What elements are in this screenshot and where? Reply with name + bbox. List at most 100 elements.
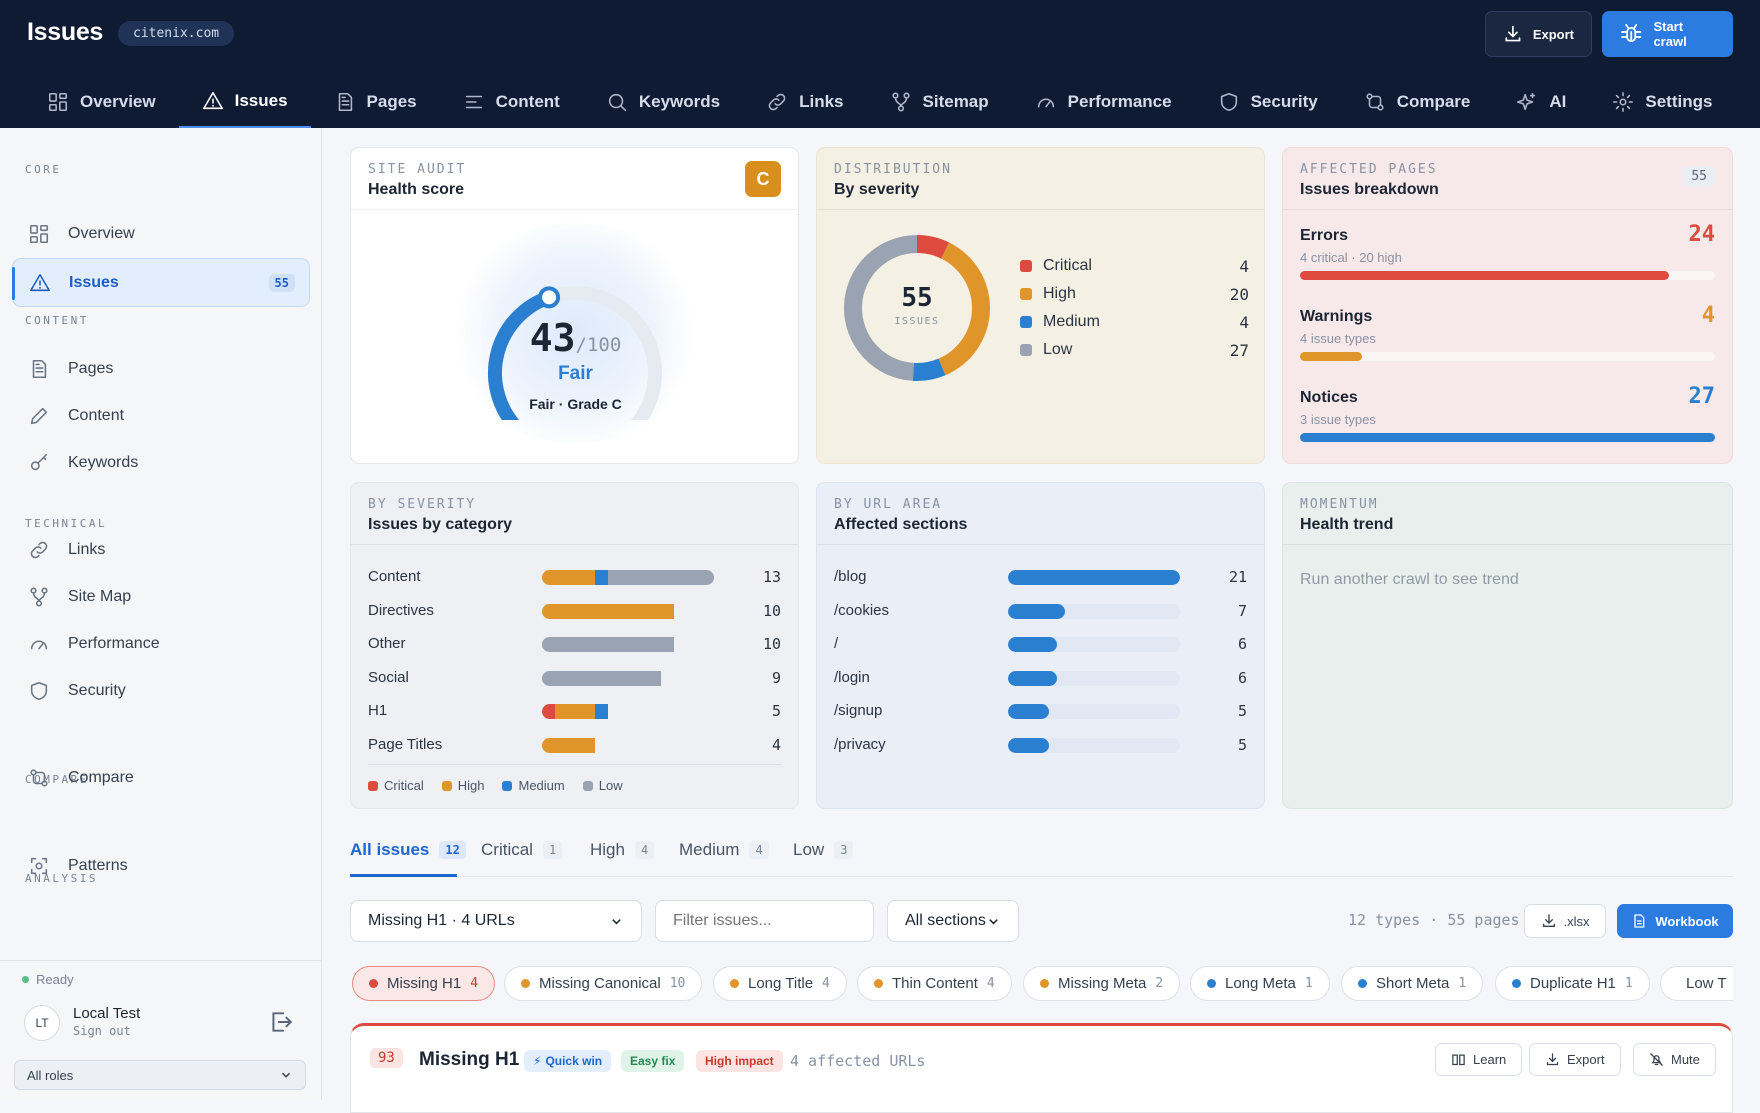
- start-crawl-button[interactable]: Start crawl: [1602, 11, 1733, 57]
- download-icon: [1546, 1053, 1559, 1066]
- tab-keywords[interactable]: Keywords: [583, 76, 743, 128]
- section-bar: [1008, 637, 1058, 652]
- bar-segment-medium: [594, 570, 609, 585]
- category-row: Page Titles 4: [368, 733, 781, 757]
- donut-legend: Critical 4 High 20 Medium 4 Low 27: [1020, 252, 1249, 364]
- tabs-divider: [350, 876, 1733, 877]
- issue-chip[interactable]: Low T: [1660, 966, 1733, 1001]
- document-icon: [338, 92, 352, 112]
- filter-tab-medium[interactable]: Medium 4: [679, 840, 769, 860]
- tab-overview[interactable]: Overview: [24, 76, 179, 128]
- category-track: [542, 570, 714, 585]
- filter-issues-input[interactable]: [655, 900, 874, 942]
- filter-tab-critical[interactable]: Critical 1: [481, 840, 563, 860]
- section-analysis: ANALYSIS: [25, 872, 98, 885]
- filter-tab-high[interactable]: High 4: [590, 840, 655, 860]
- affected-urls-count: 4 affected URLs: [790, 1052, 926, 1070]
- grid-icon: [29, 224, 49, 243]
- learn-button[interactable]: Learn: [1435, 1043, 1523, 1076]
- logout-icon[interactable]: [268, 1009, 294, 1035]
- filter-tab-all-issues[interactable]: All issues 12: [350, 840, 466, 860]
- sidebar-item-pages[interactable]: Pages: [12, 344, 310, 393]
- sidebar-item-patterns[interactable]: Patterns: [12, 841, 310, 890]
- legend-critical: Critical 4: [1020, 252, 1249, 280]
- sidebar-item-links[interactable]: Links: [12, 525, 310, 574]
- sidebar-footer: Ready LT Local Test Sign out All roles: [0, 960, 322, 1100]
- tab-pages[interactable]: Pages: [311, 76, 440, 128]
- section-track: [1008, 570, 1180, 585]
- issue-chip[interactable]: Thin Content 4: [857, 966, 1012, 1001]
- legend-medium: Medium 4: [1020, 308, 1249, 336]
- legend-medium: Medium: [502, 778, 565, 793]
- sidebar-item-keywords[interactable]: Keywords: [12, 438, 310, 487]
- issue-chip[interactable]: Missing Canonical 10: [504, 966, 703, 1001]
- issue-export-button[interactable]: Export: [1529, 1043, 1621, 1076]
- filter-tab-low[interactable]: Low 3: [793, 840, 854, 860]
- export-button[interactable]: Export: [1485, 11, 1592, 57]
- sidebar-item-content[interactable]: Content: [12, 391, 310, 440]
- domain-badge: citenix.com: [118, 21, 235, 46]
- sidebar-item-site-map[interactable]: Site Map: [12, 572, 310, 621]
- active-tab-indicator: [350, 874, 457, 877]
- issue-chip[interactable]: Duplicate H1 1: [1495, 966, 1650, 1001]
- breakdown-track: [1300, 271, 1715, 280]
- tab-sitemap[interactable]: Sitemap: [867, 76, 1012, 128]
- section-bar: [1008, 603, 1066, 619]
- section-count: 6: [1237, 635, 1247, 653]
- tab-links[interactable]: Links: [743, 76, 866, 128]
- sitemap-icon: [891, 92, 910, 112]
- category-total: 9: [771, 668, 781, 687]
- section-label: /: [834, 635, 839, 652]
- section-row: /blog 21: [834, 565, 1247, 589]
- tab-content[interactable]: Content: [440, 76, 583, 128]
- section-count: 21: [1228, 568, 1247, 586]
- chevron-down-icon: [281, 1072, 291, 1078]
- issue-chip[interactable]: Missing Meta 2: [1023, 966, 1181, 1001]
- tab-security[interactable]: Security: [1195, 76, 1341, 128]
- bar-segment-high: [542, 570, 595, 585]
- sidebar-item-overview[interactable]: Overview: [12, 209, 310, 258]
- section-label: /blog: [834, 568, 867, 585]
- bar-segment-high: [542, 737, 595, 753]
- gauge-fill: [488, 290, 557, 420]
- tab-settings[interactable]: Settings: [1589, 76, 1735, 128]
- section-count: 7: [1237, 601, 1247, 620]
- section-row: /login 6: [834, 666, 1247, 690]
- issue-chip[interactable]: Long Meta 1: [1190, 966, 1330, 1001]
- issue-select[interactable]: Missing H1 · 4 URLs: [350, 900, 642, 942]
- section-select[interactable]: All sections: [887, 900, 1019, 942]
- sign-out-link[interactable]: Sign out: [73, 1024, 131, 1038]
- mute-button[interactable]: Mute: [1633, 1043, 1716, 1076]
- sidebar-item-security[interactable]: Security: [12, 666, 310, 715]
- tab-issues[interactable]: Issues: [178, 76, 311, 128]
- bar-segment-low: [608, 570, 714, 585]
- tab-compare[interactable]: Compare: [1341, 76, 1494, 128]
- issue-chip[interactable]: Long Title 4: [713, 966, 847, 1001]
- breakdown-label: Notices: [1300, 389, 1358, 406]
- breakdown-value: 24: [1688, 222, 1716, 247]
- shield-icon: [30, 681, 48, 700]
- issue-chip[interactable]: Short Meta 1: [1341, 966, 1484, 1001]
- sidebar-item-performance[interactable]: Performance: [12, 619, 310, 668]
- gear-icon: [1613, 92, 1634, 112]
- severity-dot: [874, 979, 883, 988]
- category-label: Directives: [368, 601, 434, 619]
- section-bar: [1008, 670, 1058, 686]
- tab-performance[interactable]: Performance: [1012, 76, 1195, 128]
- section-count: 5: [1237, 735, 1247, 754]
- tab-ai[interactable]: AI: [1493, 76, 1589, 128]
- section-row: /cookies 7: [834, 599, 1247, 623]
- section-count: 5: [1237, 702, 1247, 720]
- xlsx-export-button[interactable]: .xlsx: [1524, 904, 1606, 938]
- roles-select[interactable]: All roles: [14, 1060, 306, 1090]
- category-track: [542, 704, 714, 719]
- nav-tabs: Overview Issues Pages Content Keywords Links S…: [24, 76, 1735, 128]
- issue-chip[interactable]: Missing H1 4: [352, 966, 496, 1001]
- sidebar-item-compare[interactable]: Compare: [12, 753, 310, 802]
- warning-icon: [202, 91, 223, 110]
- category-row: Other 10: [368, 632, 781, 656]
- sidebar-item-issues[interactable]: Issues 55: [12, 258, 310, 307]
- focus-icon: [30, 857, 48, 874]
- lightning-icon: ⚡: [533, 1054, 542, 1068]
- workbook-button[interactable]: Workbook: [1617, 904, 1733, 938]
